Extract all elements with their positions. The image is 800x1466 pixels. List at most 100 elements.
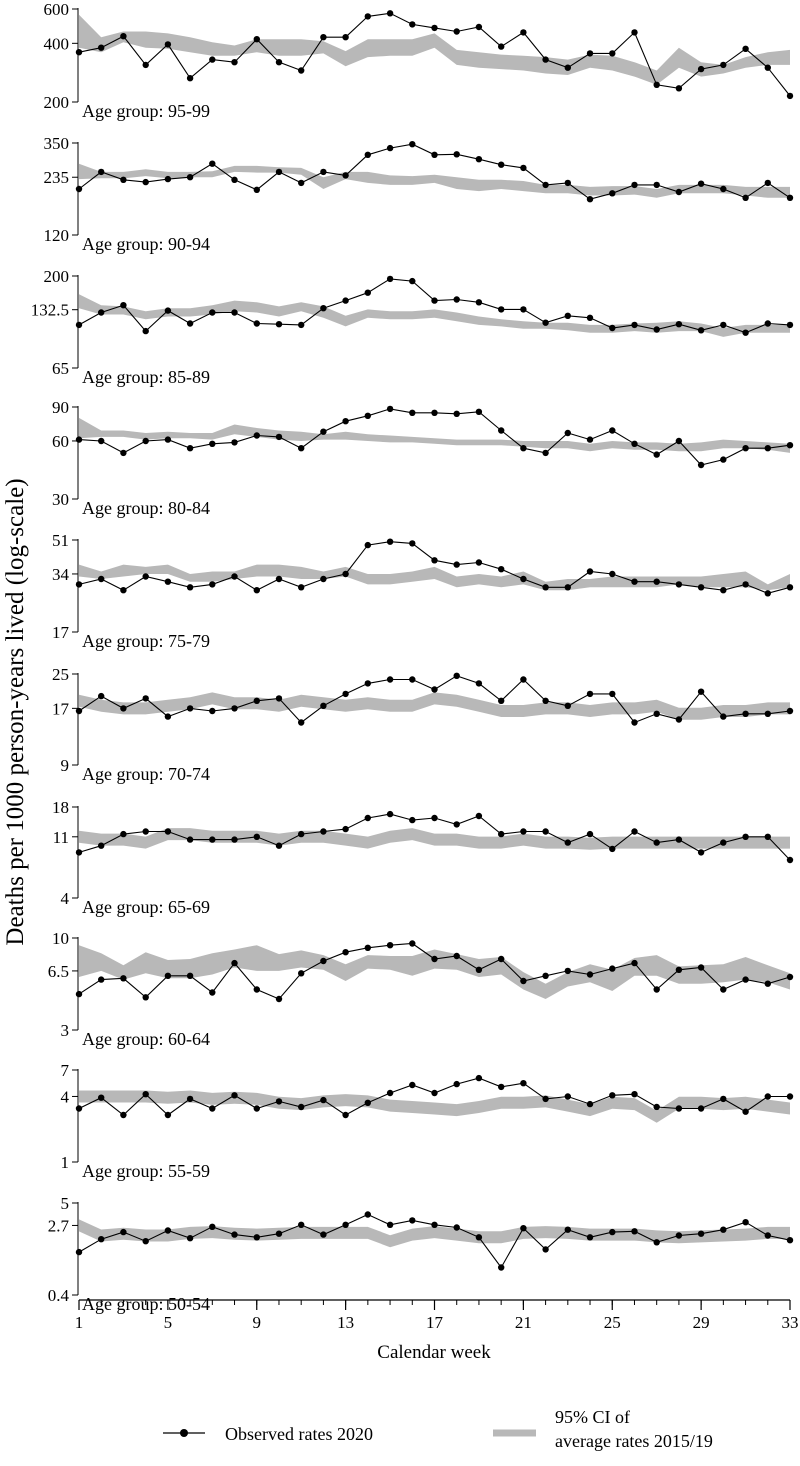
observed-point — [409, 816, 416, 824]
observed-point — [631, 959, 638, 967]
observed-point — [675, 1232, 683, 1239]
observed-point — [609, 965, 616, 972]
observed-point — [364, 944, 371, 951]
observed-point — [209, 836, 216, 843]
observed-point — [186, 1235, 194, 1242]
observed-point — [164, 1227, 172, 1234]
observed-point — [364, 13, 371, 20]
observed-point — [498, 427, 505, 434]
panel-7: 3 6.5 10 Age group: 60-64 — [48, 929, 794, 1049]
observed-point — [475, 812, 483, 820]
observed-point — [564, 429, 571, 437]
y-tick-label: 0.4 — [48, 1286, 70, 1305]
observed-point — [764, 320, 771, 327]
observed-point — [764, 1232, 771, 1239]
observed-point — [142, 828, 149, 835]
observed-point — [675, 85, 683, 92]
observed-point — [320, 1096, 327, 1104]
observed-point — [742, 194, 749, 201]
observed-point — [75, 581, 83, 588]
observed-point — [697, 65, 705, 73]
observed-point — [364, 289, 371, 296]
observed-point — [275, 59, 283, 66]
observed-point — [764, 64, 771, 71]
observed-point — [564, 1093, 571, 1100]
observed-point — [564, 584, 571, 591]
observed-point — [631, 578, 638, 585]
observed-point — [720, 713, 727, 720]
observed-point — [209, 160, 216, 167]
observed-point — [742, 1108, 749, 1115]
observed-point — [675, 321, 683, 328]
observed-point — [231, 573, 238, 580]
observed-point — [720, 61, 727, 69]
observed-point — [298, 179, 305, 187]
observed-point — [609, 190, 616, 197]
observed-point — [609, 570, 616, 578]
observed-point — [498, 955, 505, 963]
observed-point — [742, 45, 749, 52]
observed-point — [542, 1246, 549, 1253]
observed-point — [697, 327, 705, 334]
observed-point — [764, 1093, 771, 1100]
observed-point — [453, 561, 460, 568]
observed-point — [164, 175, 172, 183]
observed-point — [98, 1236, 105, 1243]
y-tick-label: 7 — [61, 1061, 70, 1080]
panel-3: 30 60 90 Age group: 80-84 — [52, 398, 794, 518]
observed-point — [298, 584, 305, 591]
observed-point — [609, 324, 616, 332]
observed-point — [586, 568, 594, 575]
observed-point — [342, 1221, 349, 1229]
observed-point — [431, 24, 438, 32]
observed-point — [320, 34, 327, 41]
observed-point — [120, 33, 127, 40]
observed-point — [697, 1105, 705, 1112]
observed-point — [386, 1089, 394, 1097]
y-tick-label: 3 — [61, 1021, 70, 1040]
observed-point — [275, 842, 283, 849]
y-tick-label: 30 — [52, 490, 69, 509]
observed-point — [209, 581, 216, 588]
observed-point — [520, 29, 527, 36]
observed-point — [609, 50, 616, 57]
observed-point — [409, 1081, 416, 1089]
observed-point — [298, 970, 305, 977]
observed-point — [697, 849, 705, 856]
observed-point — [631, 828, 638, 835]
observed-point — [364, 1211, 371, 1218]
observed-point — [697, 964, 705, 971]
observed-point — [720, 456, 727, 463]
panel-label: Age group: 80-84 — [82, 498, 210, 518]
observed-point — [697, 584, 705, 591]
observed-point — [520, 445, 527, 452]
observed-point — [98, 976, 105, 983]
observed-point — [586, 690, 594, 698]
observed-point — [409, 540, 416, 547]
observed-point — [298, 321, 305, 329]
observed-point — [586, 1100, 594, 1108]
observed-point — [675, 966, 683, 973]
observed-point — [164, 578, 172, 585]
legend-ci-label-line1: 95% CI of — [555, 1407, 630, 1427]
observed-point — [209, 1223, 216, 1231]
observed-point — [453, 1080, 460, 1088]
observed-point — [764, 445, 771, 452]
observed-point — [586, 1234, 594, 1241]
y-tick-label: 350 — [44, 134, 70, 153]
panel-label: Age group: 55-59 — [82, 1161, 210, 1181]
observed-point — [520, 1080, 527, 1087]
observed-point — [498, 306, 505, 313]
observed-point — [498, 1083, 505, 1091]
observed-point — [164, 972, 172, 979]
observed-point — [364, 814, 371, 822]
observed-point — [298, 67, 305, 74]
observed-point — [564, 312, 571, 319]
observed-point — [631, 440, 638, 447]
observed-point — [386, 275, 394, 283]
observed-point — [786, 584, 794, 591]
observed-point — [231, 1231, 238, 1238]
observed-point — [75, 321, 83, 329]
